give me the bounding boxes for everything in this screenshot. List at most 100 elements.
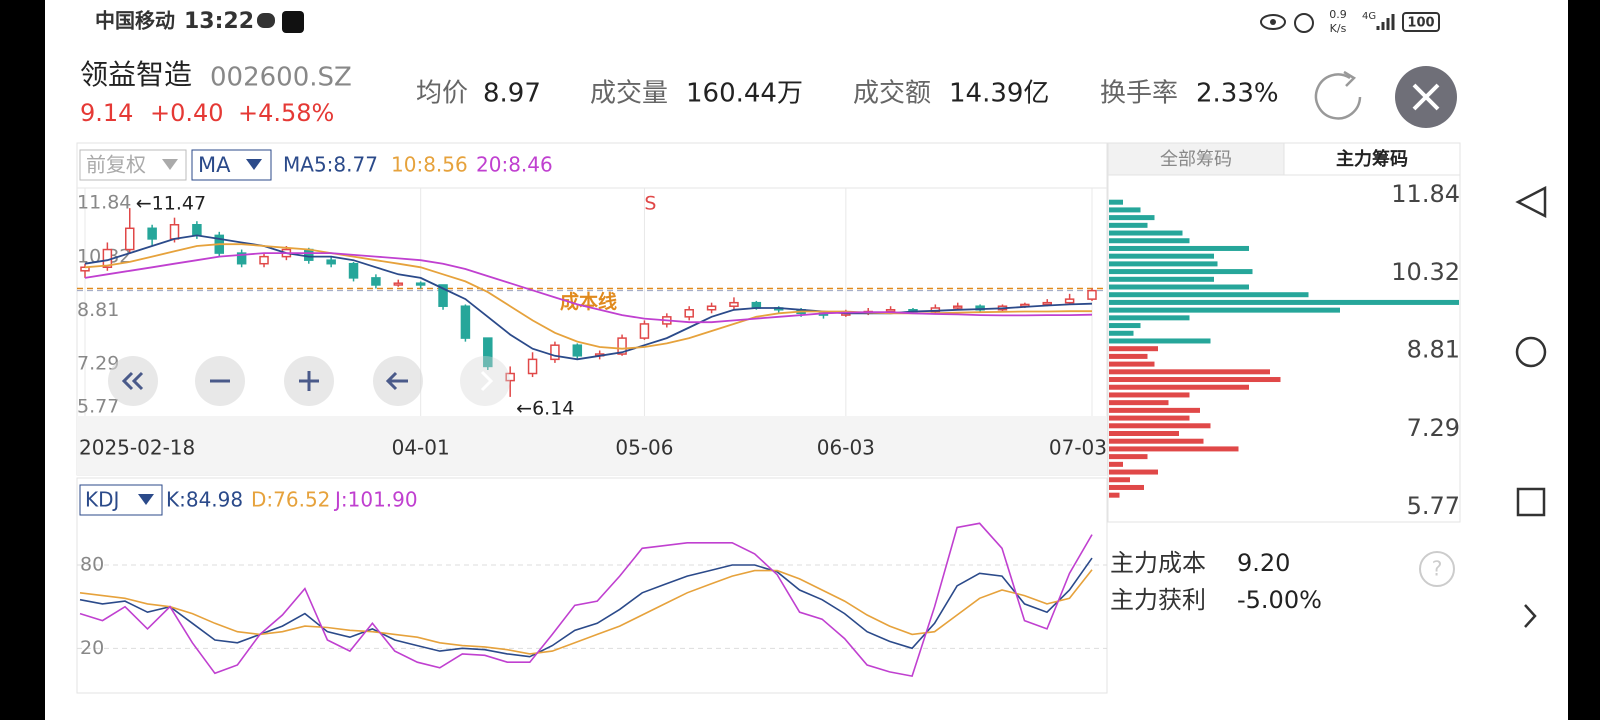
refresh-icon[interactable] xyxy=(1314,73,1362,120)
cost-line-label: 成本线 xyxy=(560,290,617,313)
button-icon[interactable] xyxy=(299,371,319,391)
nav-home[interactable] xyxy=(1515,336,1547,368)
button-icon[interactable] xyxy=(385,371,408,391)
close-button[interactable] xyxy=(1395,66,1457,128)
chip-bar xyxy=(1109,261,1218,267)
left-edge xyxy=(0,0,45,720)
stat-label: 成交量 xyxy=(590,79,668,109)
indicator-box[interactable] xyxy=(191,149,272,181)
candle-body xyxy=(169,224,180,240)
candle-body xyxy=(505,372,515,382)
candle-body xyxy=(371,277,381,286)
stat-value: 14.39亿 xyxy=(949,79,1049,109)
y-tick-label: 5.77 xyxy=(77,396,119,418)
x-tick-label: 07-03 xyxy=(1049,436,1107,460)
refresh-arrow[interactable] xyxy=(1343,70,1357,87)
indicator-label[interactable]: MA xyxy=(198,153,231,177)
candle-body xyxy=(527,358,538,375)
candle-body xyxy=(684,309,694,318)
dropdown-arrow[interactable] xyxy=(138,494,154,505)
chip-bar xyxy=(1109,392,1190,398)
dropdown-arrow[interactable] xyxy=(162,159,178,170)
signal-marker: S xyxy=(644,193,656,215)
chip-bar xyxy=(1109,454,1148,460)
chip-tab-bg[interactable] xyxy=(1283,142,1461,176)
adjust-dropdown[interactable]: 前复权 xyxy=(79,149,187,181)
net-speed: 0.9 xyxy=(1329,8,1347,21)
chip-bar xyxy=(1109,461,1123,467)
scroll-left-button[interactable] xyxy=(373,356,423,406)
refresh-button[interactable] xyxy=(1314,70,1362,120)
chip-tick-label: 7.29 xyxy=(1407,414,1460,442)
min-label: ←6.14 xyxy=(516,397,574,419)
candle-body xyxy=(326,259,336,265)
message-icon xyxy=(257,13,275,28)
chip-bar xyxy=(1109,423,1211,429)
candle-body xyxy=(550,344,560,361)
price-change: +0.40 xyxy=(150,99,224,127)
dropdown-arrow[interactable] xyxy=(246,159,262,170)
chip-bar xyxy=(1109,384,1249,390)
chip-tab[interactable]: 主力筹码 xyxy=(1336,148,1408,170)
chip-summary-label: 主力成本 xyxy=(1110,549,1206,577)
chip-tick-label: 10.32 xyxy=(1391,258,1460,286)
chip-bar xyxy=(1109,477,1130,483)
kdj-box[interactable] xyxy=(79,484,163,516)
nav-more[interactable] xyxy=(1524,604,1537,628)
chip-bar xyxy=(1109,484,1144,490)
chip-bar xyxy=(1109,330,1134,336)
help-circle[interactable] xyxy=(1419,551,1455,587)
chip-bar xyxy=(1109,338,1211,344)
chip-tab-bg[interactable] xyxy=(1107,142,1285,176)
scroll-right-button[interactable] xyxy=(460,356,510,406)
chip-tab[interactable]: 全部筹码 xyxy=(1160,149,1232,170)
date-axis-band xyxy=(77,416,1107,475)
alarm-icon xyxy=(1294,13,1314,33)
help-button[interactable]: ? xyxy=(1419,551,1455,587)
zoom-in-button[interactable] xyxy=(284,356,334,406)
zoom-out-button[interactable] xyxy=(195,356,245,406)
stock-price: 9.14 xyxy=(80,99,133,127)
close-icon[interactable] xyxy=(1412,83,1440,111)
button-icon[interactable] xyxy=(480,370,494,392)
chip-bar xyxy=(1109,407,1200,413)
y-tick-label: 8.81 xyxy=(77,299,119,321)
net-speed-unit: K/s xyxy=(1330,22,1347,35)
nav-recent[interactable] xyxy=(1516,487,1546,517)
chip-bar xyxy=(1109,199,1123,205)
button-icon[interactable] xyxy=(121,371,144,391)
chip-summary-label: 主力获利 xyxy=(1110,586,1206,614)
chip-bar xyxy=(1109,230,1183,236)
chip-bar xyxy=(1109,369,1270,375)
help-icon[interactable]: ? xyxy=(1432,557,1443,581)
kdj-dropdown[interactable]: KDJ xyxy=(79,484,163,516)
stat-value: 160.44万 xyxy=(686,79,803,109)
chip-bar xyxy=(1109,346,1158,352)
adjust-label[interactable]: 前复权 xyxy=(86,153,146,177)
max-label: ←11.47 xyxy=(136,193,206,215)
y-tick-label: 11.84 xyxy=(77,192,131,214)
stat-label: 换手率 xyxy=(1100,79,1178,109)
battery-icon xyxy=(1402,12,1440,32)
kdj-line xyxy=(79,557,1093,658)
y-tick-label: 20 xyxy=(80,637,104,659)
kdj-label[interactable]: KDJ xyxy=(85,488,119,512)
nav-back[interactable] xyxy=(1515,185,1547,219)
stock-name: 领益智造 xyxy=(80,58,192,91)
chip-bar xyxy=(1109,400,1169,406)
x-tick-label: 05-06 xyxy=(615,436,673,460)
chip-tick-label: 5.77 xyxy=(1407,492,1460,520)
candle-body xyxy=(1087,289,1097,300)
chip-bar xyxy=(1109,253,1214,259)
chip-bar xyxy=(1109,315,1190,321)
scroll-start-button[interactable] xyxy=(108,356,158,406)
button-circle[interactable] xyxy=(460,356,510,406)
indicator-dropdown[interactable]: MA xyxy=(191,149,272,181)
overlay-buttons xyxy=(108,356,510,406)
chip-bar xyxy=(1109,492,1120,498)
chip-bar xyxy=(1109,299,1459,305)
clock: 13:22 xyxy=(184,9,254,34)
x-tick-label: 06-03 xyxy=(817,436,875,460)
legend-entry: MA5:8.77 xyxy=(283,153,378,177)
chip-bar xyxy=(1109,446,1239,452)
